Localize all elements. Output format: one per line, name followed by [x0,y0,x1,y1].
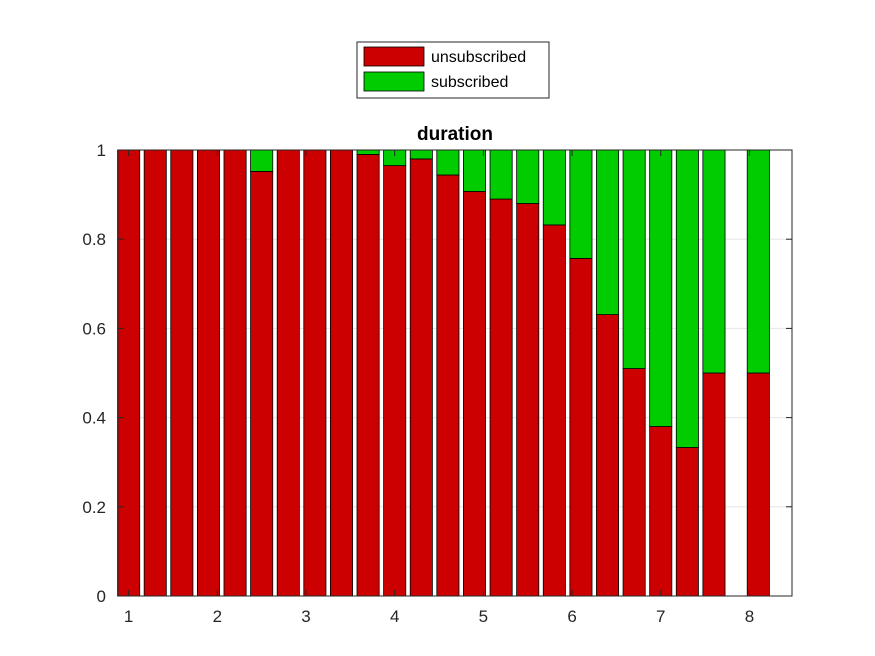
bar-unsubscribed [170,149,194,597]
bar-unsubscribed [516,203,540,597]
bar-subscribed [542,149,566,226]
y-tick-label: 0.8 [82,230,106,249]
legend-swatch-subscribed [363,71,425,92]
bar-subscribed [746,149,770,374]
plot-frame [117,149,793,597]
bar-unsubscribed [356,154,380,597]
y-axis: 0 0.2 0.4 0.6 0.8 1 [82,141,792,606]
bar-unsubscribed [143,149,167,597]
bar-unsubscribed [196,149,220,597]
bar-unsubscribed [383,165,407,597]
x-tick-label: 6 [567,607,576,626]
bar-subscribed [409,149,433,160]
bar-subscribed [436,149,460,176]
x-tick-label: 2 [213,607,222,626]
x-tick-label: 4 [390,607,399,626]
bar-unsubscribed [436,174,460,597]
legend: unsubscribed subscribed [356,41,550,99]
bar-unsubscribed [276,149,300,597]
bar-unsubscribed [489,198,513,597]
y-tick-label: 0.4 [82,409,106,428]
bar-unsubscribed [409,158,433,597]
bar-subscribed [596,149,620,315]
bar-unsubscribed [463,191,486,597]
bar-unsubscribed [569,257,593,597]
bar-subscribed [356,149,380,155]
bar-unsubscribed [117,149,141,597]
bar-subscribed [675,149,699,448]
bar-unsubscribed [649,426,673,597]
bars [117,149,770,597]
y-tick-label: 0.2 [82,498,106,517]
bar-subscribed [569,149,593,259]
x-tick-label: 3 [301,607,310,626]
bar-subscribed [489,149,513,200]
bar-unsubscribed [702,372,726,597]
bar-unsubscribed [596,314,620,597]
bar-subscribed [702,149,726,374]
bar-unsubscribed [542,224,566,597]
legend-swatch-unsubscribed [363,46,425,67]
y-tick-label: 0 [97,587,106,606]
bar-subscribed [622,149,646,369]
bar-unsubscribed [746,372,770,597]
bar-subscribed [463,149,486,192]
bar-unsubscribed [675,447,699,597]
y-tick-label: 0.6 [82,319,106,338]
x-tick-label: 5 [479,607,488,626]
chart-title: duration [417,124,493,145]
bar-unsubscribed [329,149,353,597]
x-tick-label: 7 [656,607,665,626]
bar-unsubscribed [223,149,247,597]
bar-unsubscribed [250,171,274,597]
x-axis: 1 2 3 4 5 6 7 8 [124,150,754,626]
bar-subscribed [516,149,540,204]
bar-subscribed [250,149,274,172]
bar-unsubscribed [303,149,327,597]
y-tick-label: 1 [97,141,106,160]
x-tick-label: 1 [124,607,133,626]
x-tick-label: 8 [745,607,754,626]
legend-label-subscribed: subscribed [431,74,508,91]
legend-label-unsubscribed: unsubscribed [431,49,526,66]
bar-unsubscribed [622,368,646,597]
bar-subscribed [649,149,673,427]
